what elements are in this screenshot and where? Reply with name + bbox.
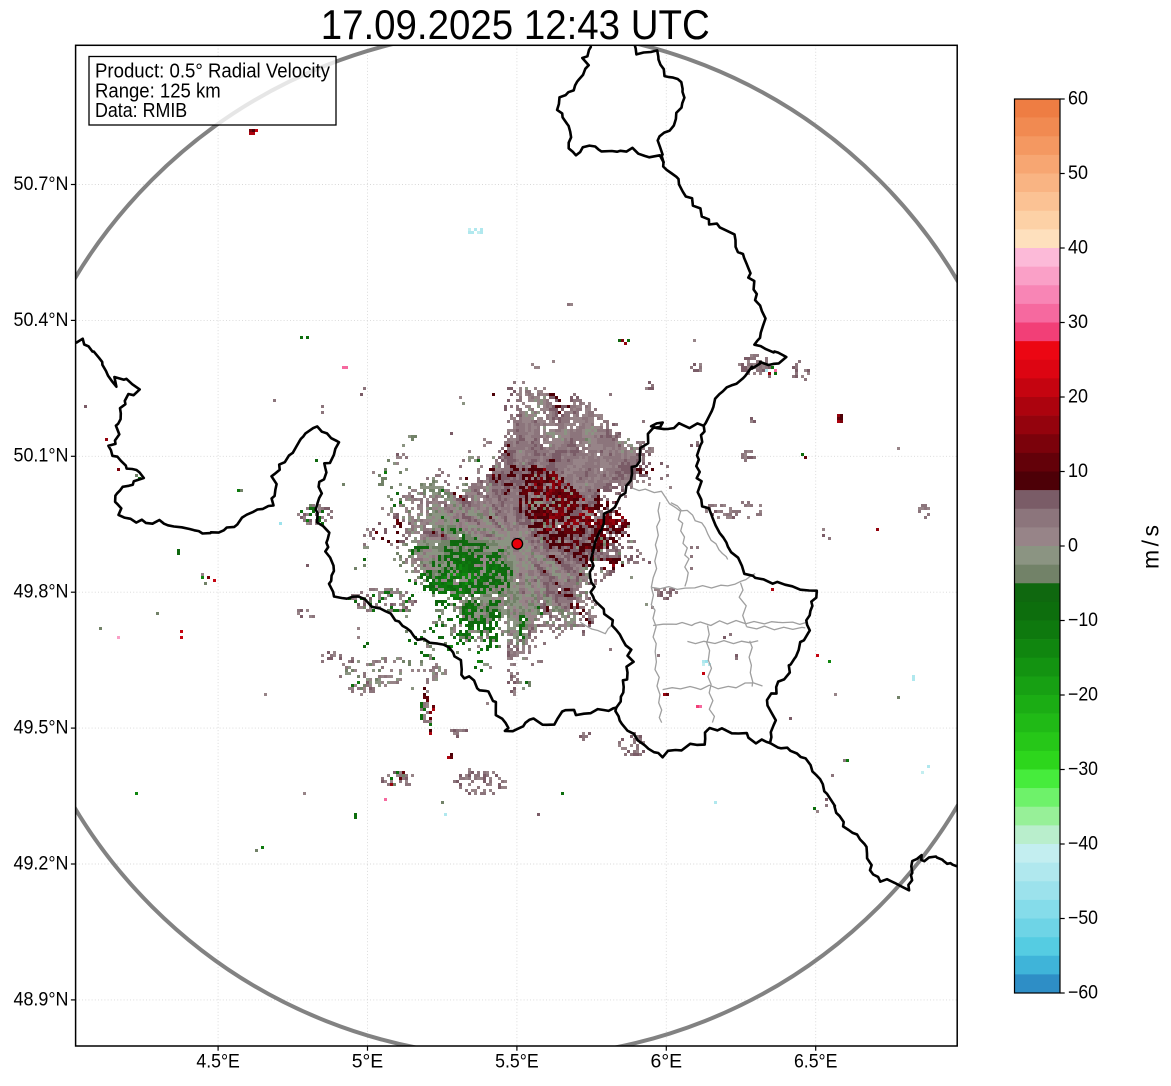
svg-text:Data: RMIB: Data: RMIB <box>95 99 187 122</box>
svg-text:6°E: 6°E <box>651 1051 683 1073</box>
svg-text:50: 50 <box>1068 162 1088 184</box>
svg-text:40: 40 <box>1068 236 1088 258</box>
svg-text:30: 30 <box>1068 311 1088 333</box>
svg-text:50.7°N: 50.7°N <box>14 173 69 195</box>
svg-text:0: 0 <box>1068 534 1078 556</box>
svg-text:−10: −10 <box>1068 609 1098 631</box>
svg-text:−30: −30 <box>1068 758 1098 780</box>
svg-text:17.09.2025 12:43 UTC: 17.09.2025 12:43 UTC <box>321 1 710 48</box>
svg-text:Product: 0.5° Radial Velocity: Product: 0.5° Radial Velocity <box>95 59 331 82</box>
svg-text:10: 10 <box>1068 460 1088 482</box>
svg-text:20: 20 <box>1068 385 1088 407</box>
svg-text:49.8°N: 49.8°N <box>14 581 69 603</box>
svg-text:60: 60 <box>1068 87 1088 109</box>
svg-text:Range: 125 km: Range: 125 km <box>95 79 221 102</box>
svg-text:50.4°N: 50.4°N <box>14 309 69 331</box>
svg-text:50.1°N: 50.1°N <box>14 445 69 467</box>
svg-text:49.2°N: 49.2°N <box>14 852 69 874</box>
svg-text:48.9°N: 48.9°N <box>14 988 69 1010</box>
svg-text:4.5°E: 4.5°E <box>196 1051 240 1073</box>
svg-text:−40: −40 <box>1068 832 1098 854</box>
svg-text:6.5°E: 6.5°E <box>794 1051 838 1073</box>
svg-text:−60: −60 <box>1068 981 1098 1003</box>
svg-text:49.5°N: 49.5°N <box>14 717 69 739</box>
svg-text:−50: −50 <box>1068 907 1098 929</box>
svg-text:m/s: m/s <box>1138 525 1164 569</box>
svg-text:5°E: 5°E <box>352 1051 384 1073</box>
svg-text:5.5°E: 5.5°E <box>495 1051 539 1073</box>
svg-text:−20: −20 <box>1068 683 1098 705</box>
